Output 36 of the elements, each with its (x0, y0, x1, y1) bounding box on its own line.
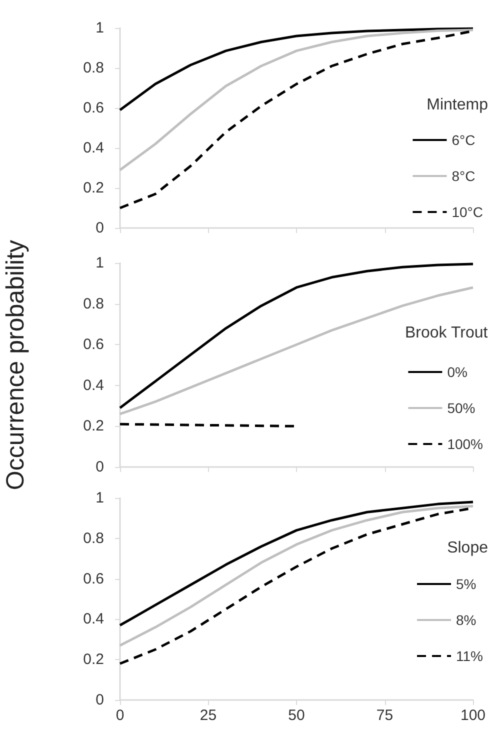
y-axis-title: Occurrence probability (2, 239, 30, 490)
y-tick-label: 1 (96, 20, 104, 36)
legend-label: 8°C (452, 168, 476, 184)
x-tick-label: 25 (200, 707, 217, 724)
y-tick-label: 0 (96, 220, 104, 236)
x-tick-label: 75 (376, 707, 394, 724)
legend-title: Brook Trout (405, 324, 488, 342)
y-tick-label: 0.6 (83, 100, 104, 116)
legend-label: 11% (456, 648, 484, 664)
y-tick-label: 0.6 (83, 570, 104, 588)
y-tick-label: 0.8 (83, 295, 104, 312)
y-tick-label: 0.2 (83, 180, 104, 196)
legend-label: 5% (456, 576, 476, 592)
y-tick-label: 1 (96, 254, 104, 272)
y-tick-label: 1 (96, 490, 104, 506)
legend-label: 8% (456, 612, 476, 628)
y-tick-label: 0.8 (83, 530, 104, 547)
y-tick-label: 0.4 (83, 376, 104, 394)
y-tick-label: 0.2 (83, 651, 104, 668)
y-tick-label: 0 (96, 458, 104, 476)
y-tick-label: 0.6 (83, 336, 104, 354)
y-tick-label: 0 (96, 692, 104, 708)
x-tick-label: 0 (116, 707, 124, 724)
y-tick-label: 0.4 (83, 140, 104, 156)
legend-title: Mintemp (426, 96, 488, 114)
x-tick-label: 50 (288, 707, 305, 724)
legend-label: 100% (447, 436, 484, 452)
x-tick-label: 100 (460, 707, 486, 724)
legend-label: 6°C (452, 132, 476, 148)
legend-title: Slope (447, 540, 488, 556)
legend-label: 0% (447, 364, 468, 380)
legend-label: 50% (447, 400, 476, 416)
y-tick-label: 0.8 (83, 60, 104, 76)
y-tick-label: 0.4 (83, 610, 104, 628)
legend-label: 10°C (452, 204, 483, 220)
y-tick-label: 0.2 (83, 418, 104, 435)
